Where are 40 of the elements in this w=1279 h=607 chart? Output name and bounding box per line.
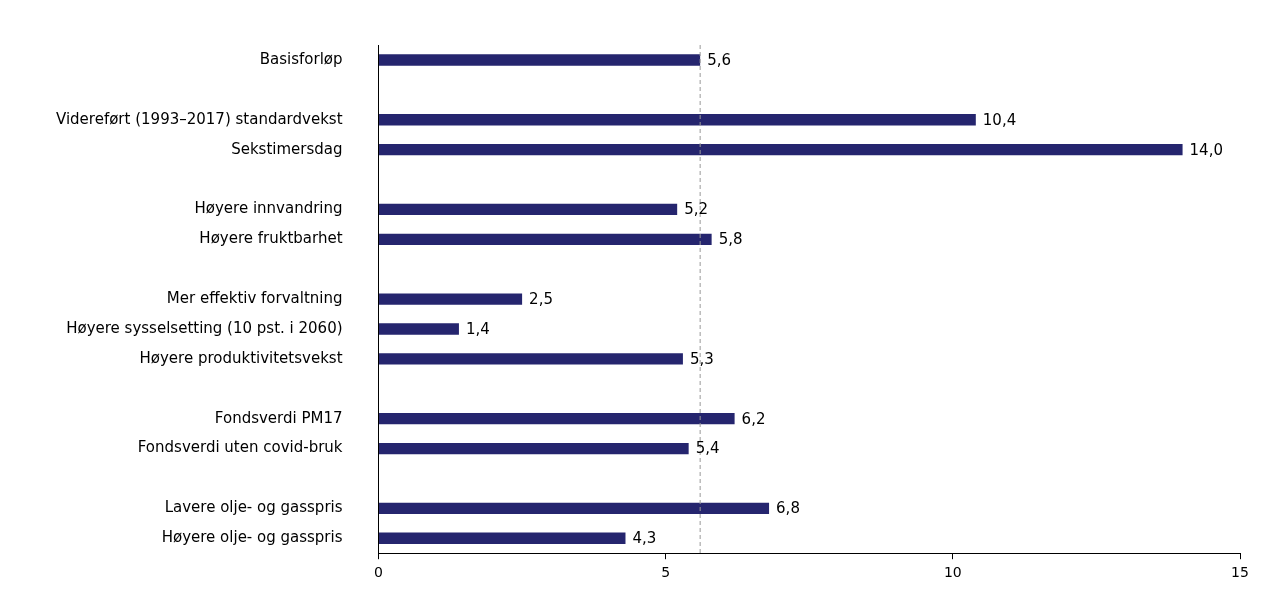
bar bbox=[379, 532, 626, 544]
data-label: 1,4 bbox=[465, 319, 490, 338]
y-tick-label: Høyere fruktbarhet bbox=[199, 229, 343, 248]
x-tick-label: 10 bbox=[943, 564, 962, 581]
y-tick-label: Videreført (1993–2017) standardvekst bbox=[56, 109, 343, 128]
y-tick-label: Basisforløp bbox=[259, 49, 343, 68]
bar bbox=[379, 502, 770, 515]
data-label: 5,6 bbox=[707, 50, 732, 69]
bar bbox=[379, 323, 459, 335]
y-tick-label: Lavere olje- og gasspris bbox=[164, 498, 343, 517]
bar bbox=[379, 353, 683, 365]
x-tick-label: 0 bbox=[374, 564, 383, 581]
data-label: 10,4 bbox=[982, 110, 1017, 129]
bar bbox=[379, 114, 976, 126]
bar bbox=[379, 54, 701, 66]
data-label: 5,3 bbox=[689, 349, 714, 368]
y-tick-label: Mer effektiv forvaltning bbox=[166, 288, 343, 307]
data-label: 4,3 bbox=[632, 529, 657, 548]
y-tick-label: Høyere olje- og gasspris bbox=[161, 528, 343, 547]
y-tick-label: Høyere innvandring bbox=[194, 199, 343, 218]
y-tick-label: Fondsverdi PM17 bbox=[214, 408, 343, 427]
data-label: 6,2 bbox=[741, 409, 766, 428]
bar bbox=[379, 413, 735, 425]
bar bbox=[379, 233, 712, 245]
bar bbox=[379, 143, 1183, 156]
data-label: 2,5 bbox=[529, 289, 553, 308]
x-tick-label: 15 bbox=[1231, 564, 1249, 581]
y-tick-label: Sekstimersdag bbox=[231, 139, 343, 158]
data-label: 5,2 bbox=[684, 200, 709, 219]
data-label: 14,0 bbox=[1189, 140, 1223, 159]
y-tick-label: Høyere sysselsetting (10 pst. i 2060) bbox=[66, 318, 343, 337]
bar bbox=[379, 293, 523, 305]
data-label: 5,4 bbox=[695, 439, 720, 458]
bar bbox=[379, 442, 689, 455]
y-tick-label: Fondsverdi uten covid-bruk bbox=[137, 438, 343, 457]
bar bbox=[379, 203, 678, 216]
data-label: 6,8 bbox=[776, 499, 800, 518]
x-tick-label: 5 bbox=[661, 564, 671, 581]
data-label: 5,8 bbox=[718, 230, 743, 249]
y-tick-label: Høyere produktivitetsvekst bbox=[139, 348, 343, 367]
